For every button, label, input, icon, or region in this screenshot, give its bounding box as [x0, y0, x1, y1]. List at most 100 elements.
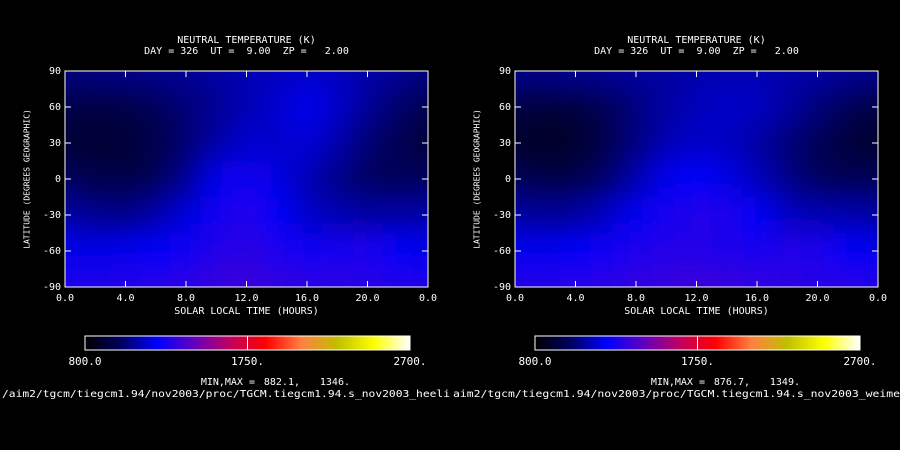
heatmap-cell [201, 89, 232, 126]
heatmap-cell [590, 89, 622, 126]
heatmap-cell [140, 197, 172, 234]
heatmap [65, 71, 428, 287]
heatmap-cell [832, 269, 864, 287]
heatmap-cell [772, 89, 803, 126]
heatmap-cell [620, 71, 652, 90]
heatmap-cell [170, 269, 202, 287]
y-tick-label: 60 [499, 102, 511, 113]
heatmap-cell [170, 89, 202, 126]
heatmap-cell [681, 89, 713, 126]
heatmap-cells [65, 71, 428, 287]
min-value: 876.7, [714, 377, 750, 388]
heatmap-cell [560, 125, 592, 162]
heatmap-cell [140, 125, 172, 162]
heatmap-cell [382, 125, 414, 162]
heatmap-cell [620, 125, 652, 162]
heatmap-cell [620, 233, 652, 270]
heatmap-cell [170, 125, 202, 162]
heatmap-cell [201, 125, 232, 162]
heatmap-cell [201, 161, 232, 198]
panel: NEUTRAL TEMPERATURE (K)DAY = 326 UT = 9.… [2, 35, 450, 400]
heatmap-cell [412, 125, 428, 162]
heatmap-cell [65, 89, 81, 126]
heatmap-cell [352, 125, 384, 162]
max-value: 1346. [320, 377, 350, 388]
heatmap-cell [741, 161, 773, 198]
heatmap-cell [681, 233, 713, 270]
heatmap-cell [590, 269, 622, 287]
heatmap-cell [382, 161, 414, 198]
panel: NEUTRAL TEMPERATURE (K)DAY = 326 UT = 9.… [453, 35, 900, 400]
heatmap-cell [65, 197, 81, 234]
x-tick-label: 0.0 [869, 293, 887, 304]
heatmap-cell [291, 233, 323, 270]
heatmap-cell [170, 197, 202, 234]
heatmap-cell [651, 233, 682, 270]
heatmap-cell [560, 197, 592, 234]
heatmap-cell [110, 125, 142, 162]
heatmap-cell [832, 233, 864, 270]
heatmap-cell [651, 89, 682, 126]
heatmap-cell [231, 197, 263, 234]
heatmap-cell [802, 89, 834, 126]
heatmap-cell [412, 71, 428, 90]
heatmap-cell [65, 233, 81, 270]
y-axis-label: LATITUDE (DEGREES GEOGRAPHIC) [23, 109, 32, 249]
colorbar-tick-label: 2700. [393, 355, 426, 368]
heatmap-cell [231, 233, 263, 270]
heatmap-cell [651, 125, 682, 162]
heatmap-cell [620, 161, 652, 198]
heatmap-cell [170, 71, 202, 90]
heatmap-cell [291, 197, 323, 234]
heatmap-cell [352, 89, 384, 126]
y-tick-label: -60 [493, 246, 511, 257]
heatmap-cell [530, 269, 561, 287]
heatmap-cell [322, 197, 353, 234]
heatmap-cell [741, 233, 773, 270]
heatmap-cell [711, 89, 743, 126]
heatmap-cell [832, 71, 864, 90]
heatmap-cell [201, 71, 232, 90]
heatmap-cell [530, 161, 561, 198]
footnote: aim2/tgcm/tiegcm1.94/nov2003/proc/TGCM.t… [453, 389, 900, 400]
heatmap-cell [560, 161, 592, 198]
heatmap-cell [590, 233, 622, 270]
heatmap-cell [201, 269, 232, 287]
heatmap-cell [322, 161, 353, 198]
heatmap-cell [231, 269, 263, 287]
heatmap-cell [802, 269, 834, 287]
heatmap-cell [620, 269, 652, 287]
heatmap-cell [772, 161, 803, 198]
heatmap-cell [862, 269, 878, 287]
heatmap-cell [322, 125, 353, 162]
heatmap-cell [65, 269, 81, 287]
heatmap-cell [802, 233, 834, 270]
heatmap-cell [261, 71, 293, 90]
heatmap-cell [681, 269, 713, 287]
heatmap-cell [651, 197, 682, 234]
heatmap-cell [590, 71, 622, 90]
heatmap-cell [530, 89, 561, 126]
y-tick-label: -30 [43, 210, 61, 221]
heatmap-cell [261, 269, 293, 287]
heatmap-cell [711, 269, 743, 287]
heatmap-cell [772, 233, 803, 270]
heatmap-cells [515, 71, 878, 287]
heatmap-cell [862, 89, 878, 126]
heatmap-cell [261, 197, 293, 234]
heatmap-cell [862, 161, 878, 198]
heatmap-cell [140, 71, 172, 90]
x-tick-label: 8.0 [627, 293, 645, 304]
heatmap-cell [170, 233, 202, 270]
heatmap-cell [560, 233, 592, 270]
heatmap-cell [412, 197, 428, 234]
x-tick-label: 12.0 [234, 293, 258, 304]
heatmap-cell [231, 71, 263, 90]
heatmap-cell [741, 71, 773, 90]
heatmap-cell [382, 269, 414, 287]
heatmap-cell [412, 161, 428, 198]
heatmap-cell [80, 197, 111, 234]
heatmap-cell [382, 71, 414, 90]
heatmap-cell [620, 89, 652, 126]
